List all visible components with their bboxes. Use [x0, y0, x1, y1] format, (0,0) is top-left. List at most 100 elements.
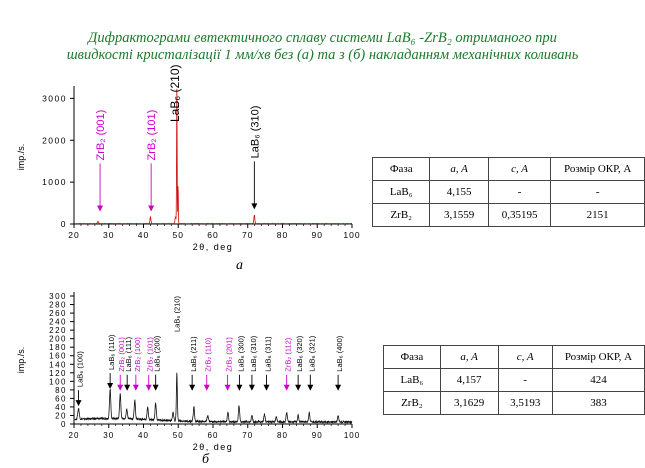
- table-cell: 0,35195: [487, 203, 552, 227]
- y-tick-label: 3000: [42, 93, 67, 103]
- y-tick-label: 240: [49, 318, 67, 327]
- table-cell: 3,1629: [439, 391, 499, 415]
- table-cell: 383: [551, 391, 645, 415]
- peak-label: ZrB₂ (201): [225, 337, 234, 372]
- table-cell: LaB₆: [371, 180, 431, 204]
- table-cell: 4,155: [429, 180, 489, 204]
- peak-label: LaB₆ (200): [153, 335, 162, 371]
- x-axis-label: 2θ, deg: [193, 442, 234, 452]
- table-cell: -: [497, 368, 553, 392]
- x-tick-label: 40: [138, 431, 149, 440]
- table-cell: 3,1559: [429, 203, 489, 227]
- peak-label: LaB₆ (300): [236, 335, 245, 371]
- y-tick-label: 2000: [42, 135, 67, 145]
- y-tick-label: 280: [49, 301, 67, 310]
- table-header-cell: a, A: [429, 157, 489, 181]
- peak-arrow-head: [117, 384, 124, 391]
- x-tick-label: 70: [242, 230, 253, 240]
- figure-title: Дифрактограми евтектичного сплаву систем…: [0, 30, 645, 64]
- peak-label: LaB₆ (400): [335, 335, 344, 371]
- x-tick-label: 60: [208, 431, 219, 440]
- peak-arrow-head: [152, 384, 159, 391]
- peak-label: ZrB₂ (001): [117, 337, 126, 372]
- table-cell: ZrB₂: [383, 391, 441, 415]
- peak-arrow-head: [224, 384, 231, 391]
- peak-label: LaB₆ (310): [249, 335, 258, 371]
- peak-arrow-head: [148, 205, 155, 212]
- y-axis-label: imp./s.: [16, 347, 26, 374]
- table-cell: 3,5193: [497, 391, 553, 415]
- x-tick-label: 90: [312, 431, 323, 440]
- y-tick-label: 260: [49, 309, 67, 318]
- y-tick-label: 0: [61, 420, 67, 429]
- peak-arrow-head: [145, 384, 152, 391]
- peak-arrow-head: [75, 400, 82, 407]
- caption-a: а: [236, 258, 243, 273]
- y-tick-label: 100: [49, 377, 67, 386]
- peak-arrow-head: [248, 384, 255, 391]
- peak-label: ZrB₂ (110): [204, 337, 213, 372]
- x-tick-label: 50: [173, 431, 184, 440]
- diffraction-series-line: [75, 88, 353, 225]
- lattice-table-a: Фаза a, A c, A Розмір ОКР, А LaB₆ 4,155 …: [371, 157, 645, 227]
- y-tick-label: 0: [61, 219, 67, 229]
- peak-arrow-head: [132, 384, 139, 391]
- table-cell: LaB₆: [383, 368, 441, 392]
- x-tick-label: 80: [277, 431, 288, 440]
- table-cell: 4,157: [439, 368, 499, 392]
- peak-label: LaB₆ (310): [249, 106, 261, 159]
- x-tick-label: 20: [69, 431, 80, 440]
- peak-arrow-head: [124, 384, 131, 391]
- peak-label: ZrB₂ (101): [146, 337, 155, 372]
- peak-arrow-head: [203, 384, 210, 391]
- table-header-cell: Розмір ОКР, А: [551, 345, 645, 369]
- x-tick-label: 40: [138, 230, 149, 240]
- table-row: ZrB₂ 3,1559 0,35195 2151: [371, 203, 645, 227]
- peak-arrow-head: [335, 384, 342, 391]
- y-tick-label: 180: [49, 343, 67, 352]
- y-tick-label: 300: [49, 292, 67, 301]
- diffraction-series-line: [74, 372, 353, 425]
- y-axis-label: imp./s.: [16, 144, 26, 171]
- peak-arrow-head: [307, 384, 314, 391]
- peak-label: ZrB₂ (101): [146, 110, 158, 161]
- table-header-cell: c, A: [497, 345, 553, 369]
- y-tick-label: 20: [55, 411, 67, 420]
- peak-label: LaB₆ (311): [264, 336, 273, 372]
- x-tick-label: 20: [68, 230, 79, 240]
- y-tick-label: 60: [55, 394, 67, 403]
- table-header-cell: a, A: [439, 345, 499, 369]
- table-row: LaB₆ 4,157 - 424: [383, 368, 645, 392]
- peak-label: LaB₆ (210): [168, 64, 182, 122]
- peak-arrow-head: [97, 205, 104, 212]
- title-line-2: швидкості кристалізації 1 мм/хв без (а) …: [66, 47, 579, 63]
- caption-b: б: [202, 452, 210, 467]
- table-cell: -: [550, 180, 645, 204]
- x-tick-label: 100: [343, 230, 360, 240]
- table-cell: 424: [551, 368, 645, 392]
- y-tick-label: 120: [49, 369, 67, 378]
- y-tick-label: 160: [49, 352, 67, 361]
- x-axis-label: 2θ, deg: [193, 242, 234, 252]
- x-tick-label: 50: [173, 230, 184, 240]
- peak-arrow-head: [283, 384, 290, 391]
- table-header-row: Фаза a, A c, A Розмір ОКР, А: [383, 345, 645, 369]
- peak-arrow-head: [295, 384, 302, 391]
- x-tick-label: 70: [242, 431, 253, 440]
- y-tick-label: 40: [55, 403, 67, 412]
- peak-label: ZrB₂ (001): [95, 110, 107, 161]
- table-header-cell: Розмір ОКР, А: [550, 157, 645, 181]
- peak-arrow-head: [107, 383, 114, 390]
- peak-label: LaB₆ (211): [189, 336, 198, 372]
- x-tick-label: 30: [103, 431, 114, 440]
- peak-label: LaB₆ (110): [107, 334, 116, 370]
- y-tick-label: 80: [55, 386, 67, 395]
- title-line-1: Дифрактограми евтектичного сплаву систем…: [88, 30, 557, 46]
- peak-arrow-head: [251, 203, 258, 210]
- y-tick-label: 1000: [42, 177, 67, 187]
- y-tick-label: 220: [49, 326, 67, 335]
- peak-label: LaB₆ (100): [76, 351, 85, 387]
- peak-label: LaB₆ (320): [295, 335, 304, 371]
- table-header-cell: Фаза: [371, 157, 431, 181]
